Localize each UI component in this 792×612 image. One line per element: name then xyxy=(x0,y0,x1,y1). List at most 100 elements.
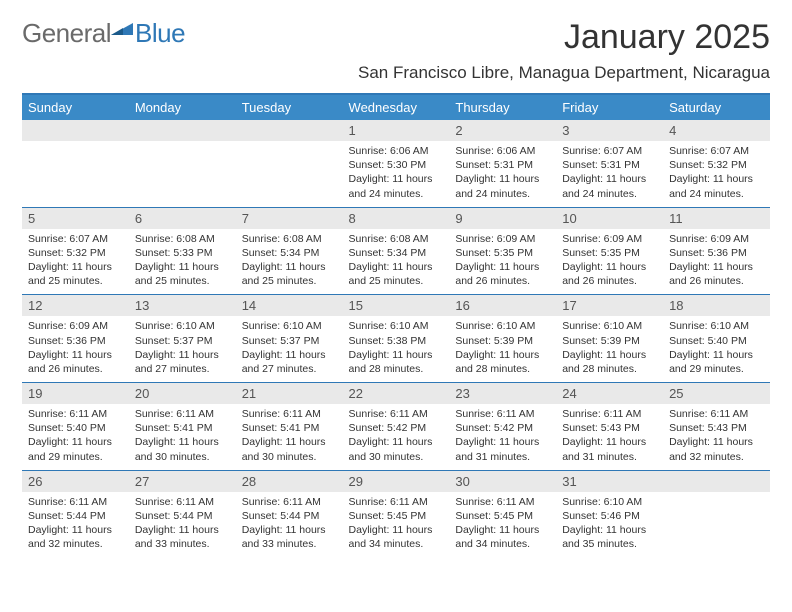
day-daylight2: and 32 minutes. xyxy=(669,450,764,464)
calendar-cell: 1Sunrise: 6:06 AMSunset: 5:30 PMDaylight… xyxy=(343,120,450,207)
day-sunrise: Sunrise: 6:09 AM xyxy=(28,319,123,333)
day-sunrise: Sunrise: 6:11 AM xyxy=(28,407,123,421)
dow-sunday: Sunday xyxy=(22,94,129,120)
day-daylight2: and 33 minutes. xyxy=(242,537,337,551)
day-body: Sunrise: 6:06 AMSunset: 5:30 PMDaylight:… xyxy=(343,141,450,207)
day-daylight2: and 25 minutes. xyxy=(349,274,444,288)
day-daylight1: Daylight: 11 hours xyxy=(562,523,657,537)
day-sunrise: Sunrise: 6:07 AM xyxy=(28,232,123,246)
day-body: Sunrise: 6:11 AMSunset: 5:42 PMDaylight:… xyxy=(343,404,450,470)
day-body: Sunrise: 6:09 AMSunset: 5:36 PMDaylight:… xyxy=(663,229,770,295)
day-daylight1: Daylight: 11 hours xyxy=(562,435,657,449)
calendar-cell: 21Sunrise: 6:11 AMSunset: 5:41 PMDayligh… xyxy=(236,383,343,471)
day-number: 5 xyxy=(22,208,129,229)
day-daylight1: Daylight: 11 hours xyxy=(669,348,764,362)
day-number: 17 xyxy=(556,295,663,316)
calendar-cell: 24Sunrise: 6:11 AMSunset: 5:43 PMDayligh… xyxy=(556,383,663,471)
day-number: 24 xyxy=(556,383,663,404)
day-sunset: Sunset: 5:38 PM xyxy=(349,334,444,348)
day-sunset: Sunset: 5:35 PM xyxy=(455,246,550,260)
day-body: Sunrise: 6:09 AMSunset: 5:35 PMDaylight:… xyxy=(449,229,556,295)
day-number: 16 xyxy=(449,295,556,316)
day-number: 18 xyxy=(663,295,770,316)
day-number: 25 xyxy=(663,383,770,404)
day-sunrise: Sunrise: 6:10 AM xyxy=(562,495,657,509)
day-body xyxy=(663,492,770,501)
day-daylight2: and 27 minutes. xyxy=(135,362,230,376)
calendar-cell: 23Sunrise: 6:11 AMSunset: 5:42 PMDayligh… xyxy=(449,383,556,471)
calendar-cell: 14Sunrise: 6:10 AMSunset: 5:37 PMDayligh… xyxy=(236,295,343,383)
day-sunset: Sunset: 5:31 PM xyxy=(562,158,657,172)
day-number: 27 xyxy=(129,471,236,492)
day-body: Sunrise: 6:10 AMSunset: 5:40 PMDaylight:… xyxy=(663,316,770,382)
day-body: Sunrise: 6:07 AMSunset: 5:32 PMDaylight:… xyxy=(22,229,129,295)
day-body xyxy=(236,141,343,150)
calendar-row: 5Sunrise: 6:07 AMSunset: 5:32 PMDaylight… xyxy=(22,207,770,295)
dow-saturday: Saturday xyxy=(663,94,770,120)
day-number xyxy=(236,120,343,141)
day-sunrise: Sunrise: 6:11 AM xyxy=(669,407,764,421)
day-daylight2: and 34 minutes. xyxy=(455,537,550,551)
day-sunset: Sunset: 5:45 PM xyxy=(349,509,444,523)
day-body: Sunrise: 6:08 AMSunset: 5:34 PMDaylight:… xyxy=(236,229,343,295)
location-subtitle: San Francisco Libre, Managua Department,… xyxy=(358,63,770,83)
day-body: Sunrise: 6:10 AMSunset: 5:46 PMDaylight:… xyxy=(556,492,663,558)
day-sunset: Sunset: 5:34 PM xyxy=(349,246,444,260)
day-body xyxy=(129,141,236,150)
day-number: 21 xyxy=(236,383,343,404)
calendar-head: Sunday Monday Tuesday Wednesday Thursday… xyxy=(22,94,770,120)
calendar-cell: 19Sunrise: 6:11 AMSunset: 5:40 PMDayligh… xyxy=(22,383,129,471)
day-body: Sunrise: 6:11 AMSunset: 5:40 PMDaylight:… xyxy=(22,404,129,470)
day-sunrise: Sunrise: 6:10 AM xyxy=(669,319,764,333)
day-number: 4 xyxy=(663,120,770,141)
day-body: Sunrise: 6:11 AMSunset: 5:43 PMDaylight:… xyxy=(556,404,663,470)
day-daylight1: Daylight: 11 hours xyxy=(455,172,550,186)
day-number: 7 xyxy=(236,208,343,229)
day-sunset: Sunset: 5:37 PM xyxy=(135,334,230,348)
day-number: 26 xyxy=(22,471,129,492)
day-sunset: Sunset: 5:39 PM xyxy=(455,334,550,348)
day-daylight2: and 35 minutes. xyxy=(562,537,657,551)
calendar-cell: 25Sunrise: 6:11 AMSunset: 5:43 PMDayligh… xyxy=(663,383,770,471)
day-body: Sunrise: 6:11 AMSunset: 5:45 PMDaylight:… xyxy=(343,492,450,558)
dow-tuesday: Tuesday xyxy=(236,94,343,120)
day-body: Sunrise: 6:08 AMSunset: 5:34 PMDaylight:… xyxy=(343,229,450,295)
day-daylight2: and 28 minutes. xyxy=(349,362,444,376)
day-daylight2: and 33 minutes. xyxy=(135,537,230,551)
day-daylight2: and 28 minutes. xyxy=(562,362,657,376)
day-daylight1: Daylight: 11 hours xyxy=(349,260,444,274)
day-sunset: Sunset: 5:41 PM xyxy=(242,421,337,435)
day-sunrise: Sunrise: 6:11 AM xyxy=(349,407,444,421)
day-number: 28 xyxy=(236,471,343,492)
calendar-cell: 30Sunrise: 6:11 AMSunset: 5:45 PMDayligh… xyxy=(449,470,556,557)
header: General Blue January 2025 San Francisco … xyxy=(22,18,770,83)
calendar-cell: 20Sunrise: 6:11 AMSunset: 5:41 PMDayligh… xyxy=(129,383,236,471)
calendar-table: Sunday Monday Tuesday Wednesday Thursday… xyxy=(22,93,770,557)
day-number: 10 xyxy=(556,208,663,229)
day-daylight2: and 34 minutes. xyxy=(349,537,444,551)
day-daylight1: Daylight: 11 hours xyxy=(28,523,123,537)
dow-monday: Monday xyxy=(129,94,236,120)
brand-general: General xyxy=(22,18,111,49)
day-daylight2: and 28 minutes. xyxy=(455,362,550,376)
calendar-cell: 26Sunrise: 6:11 AMSunset: 5:44 PMDayligh… xyxy=(22,470,129,557)
calendar-cell: 18Sunrise: 6:10 AMSunset: 5:40 PMDayligh… xyxy=(663,295,770,383)
day-sunrise: Sunrise: 6:11 AM xyxy=(242,495,337,509)
day-sunset: Sunset: 5:32 PM xyxy=(28,246,123,260)
calendar-cell: 5Sunrise: 6:07 AMSunset: 5:32 PMDaylight… xyxy=(22,207,129,295)
calendar-cell: 22Sunrise: 6:11 AMSunset: 5:42 PMDayligh… xyxy=(343,383,450,471)
day-daylight1: Daylight: 11 hours xyxy=(669,172,764,186)
day-sunrise: Sunrise: 6:10 AM xyxy=(349,319,444,333)
calendar-cell: 9Sunrise: 6:09 AMSunset: 5:35 PMDaylight… xyxy=(449,207,556,295)
day-daylight2: and 29 minutes. xyxy=(28,450,123,464)
day-sunset: Sunset: 5:44 PM xyxy=(242,509,337,523)
day-number: 22 xyxy=(343,383,450,404)
day-number: 12 xyxy=(22,295,129,316)
dow-friday: Friday xyxy=(556,94,663,120)
calendar-cell: 31Sunrise: 6:10 AMSunset: 5:46 PMDayligh… xyxy=(556,470,663,557)
calendar-cell xyxy=(129,120,236,207)
day-daylight1: Daylight: 11 hours xyxy=(135,435,230,449)
day-body: Sunrise: 6:11 AMSunset: 5:41 PMDaylight:… xyxy=(129,404,236,470)
day-body: Sunrise: 6:11 AMSunset: 5:43 PMDaylight:… xyxy=(663,404,770,470)
day-daylight1: Daylight: 11 hours xyxy=(28,435,123,449)
